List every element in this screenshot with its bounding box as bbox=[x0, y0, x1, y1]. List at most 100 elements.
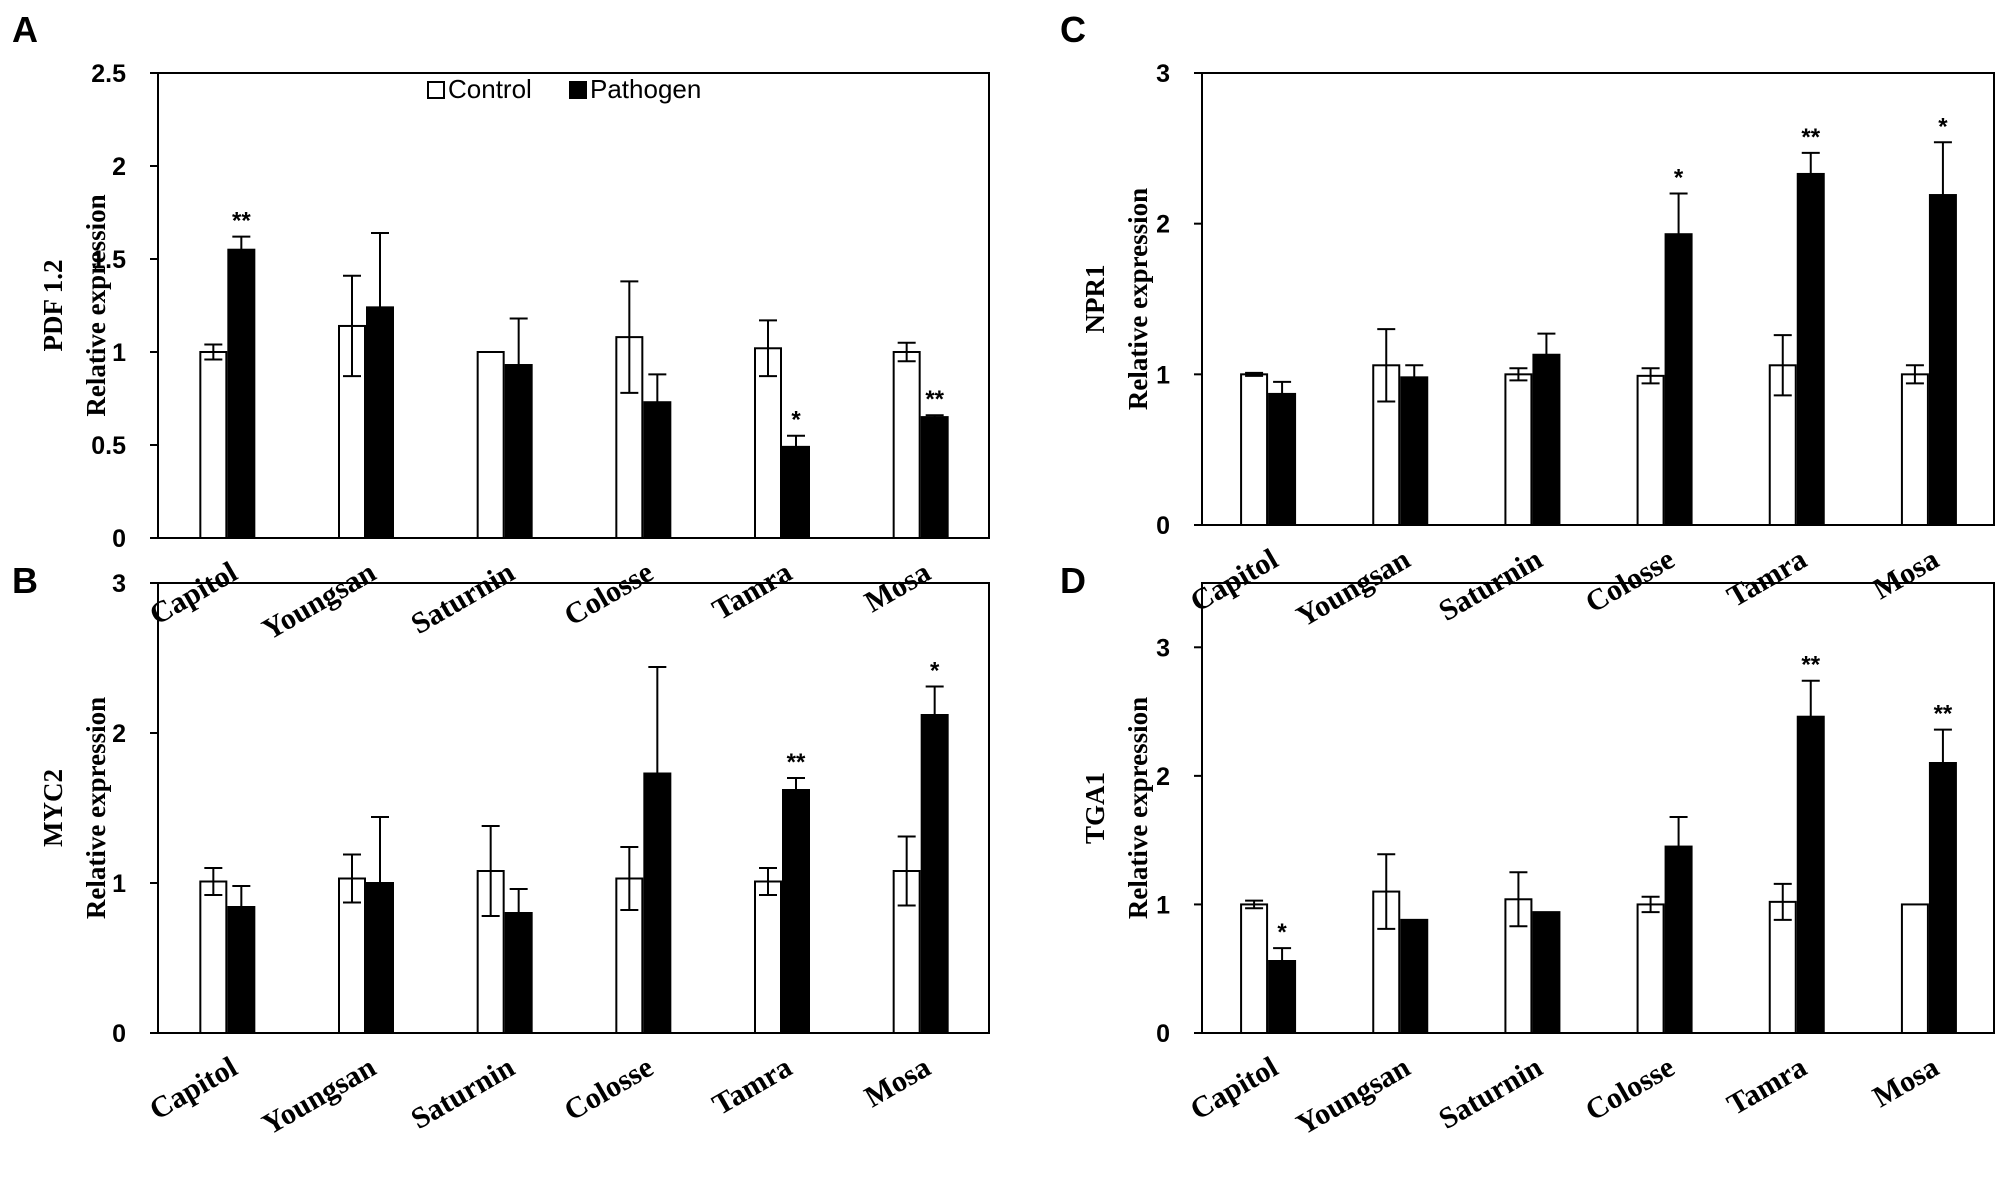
category-group-colosse: * Colosse bbox=[1580, 165, 1693, 619]
x-category-label: Mosa bbox=[1867, 542, 1944, 606]
bar-pathogen bbox=[920, 714, 949, 1034]
x-category-label: Youngsan bbox=[1291, 542, 1416, 633]
x-category-label: Mosa bbox=[859, 555, 936, 619]
y-axis-label: Relative expression bbox=[1123, 697, 1153, 919]
bar-pathogen bbox=[1268, 960, 1297, 1034]
category-group-youngsan: Youngsan bbox=[1291, 853, 1429, 1142]
bar-control bbox=[754, 880, 782, 1034]
category-group-mosa: ** Mosa bbox=[859, 341, 949, 619]
bar-control bbox=[199, 880, 228, 1034]
legend-label-pathogen: Pathogen bbox=[590, 74, 701, 104]
bar-pathogen bbox=[643, 772, 672, 1034]
x-category-label: Youngsan bbox=[1291, 1050, 1416, 1141]
legend-label-control: Control bbox=[448, 74, 532, 104]
category-group-capitol: Capitol bbox=[144, 867, 256, 1127]
category-group-colosse: Colosse bbox=[559, 666, 672, 1127]
x-category-label: Colosse bbox=[559, 555, 659, 632]
bar-pathogen bbox=[1664, 845, 1693, 1034]
x-category-label: Colosse bbox=[559, 1050, 659, 1127]
y-tick-label: 3 bbox=[1156, 634, 1170, 662]
bar-pathogen bbox=[504, 912, 533, 1034]
significance-marker: ** bbox=[1934, 701, 1953, 728]
category-group-mosa: * Mosa bbox=[859, 658, 949, 1114]
significance-marker: ** bbox=[925, 386, 944, 413]
category-group-saturnin: Saturnin bbox=[405, 825, 533, 1136]
category-group-saturnin: Saturnin bbox=[1433, 871, 1561, 1136]
category-group-youngsan: Youngsan bbox=[1291, 328, 1429, 634]
y-tick-label: 2.5 bbox=[91, 60, 126, 88]
plot-frame bbox=[157, 582, 990, 1034]
x-category-label: Saturnin bbox=[1433, 1050, 1548, 1135]
x-category-label: Mosa bbox=[859, 1050, 936, 1114]
x-category-label: Saturnin bbox=[405, 555, 520, 640]
bar-control bbox=[1900, 903, 1929, 1035]
bar-pathogen bbox=[1532, 911, 1561, 1035]
y-tick-label: 1.5 bbox=[91, 246, 126, 274]
chart-panel-a: A 0 0.5 1 1.5 2 2.5 PDF 1.2 Relative expression *… bbox=[12, 9, 990, 647]
legend: Control Pathogen bbox=[427, 74, 701, 104]
panel-letter: A bbox=[12, 9, 38, 50]
y-axis-gene-label: NPR1 bbox=[1080, 265, 1110, 334]
category-group-colosse: Colosse bbox=[1580, 816, 1693, 1127]
bar-pathogen bbox=[227, 248, 256, 539]
category-group-saturnin: Saturnin bbox=[405, 317, 533, 641]
bar-pathogen bbox=[1796, 172, 1825, 527]
x-category-label: Tamra bbox=[1722, 1050, 1813, 1121]
y-tick-label: 2 bbox=[1156, 211, 1170, 239]
y-tick-label: 0.5 bbox=[91, 432, 126, 460]
y-tick-label: 0 bbox=[112, 1020, 126, 1048]
y-tick-label: 2 bbox=[112, 720, 126, 748]
y-tick-label: 3 bbox=[1156, 60, 1170, 88]
x-category-label: Youngsan bbox=[257, 1050, 382, 1141]
x-category-label: Youngsan bbox=[257, 555, 382, 646]
y-tick-label: 0 bbox=[1156, 512, 1170, 540]
bar-pathogen bbox=[782, 789, 810, 1034]
bar-pathogen bbox=[1796, 715, 1825, 1034]
bar-control bbox=[1900, 373, 1929, 527]
category-group-mosa: * Mosa bbox=[1867, 113, 1957, 606]
bar-control bbox=[199, 351, 228, 539]
chart-panel-b: B 0 1 2 3 MYC2 Relative expression Capitol Young… bbox=[12, 560, 990, 1142]
y-tick-label: 2 bbox=[1156, 763, 1170, 791]
y-tick-label: 1 bbox=[112, 870, 126, 898]
chart-panel-d: D 0 1 2 3 TGA1 Relative expression * Capitol Youn… bbox=[1060, 560, 1995, 1142]
category-group-tamra: ** Tamra bbox=[1722, 652, 1825, 1122]
bar-pathogen bbox=[1532, 353, 1561, 526]
x-category-label: Saturnin bbox=[405, 1050, 520, 1135]
x-category-label: Tamra bbox=[707, 555, 798, 626]
panel-letter: D bbox=[1060, 560, 1086, 601]
chart-panel-c: C 0 1 2 3 NPR1 Relative expression Capitol Young… bbox=[1060, 9, 1995, 634]
x-category-label: Mosa bbox=[1867, 1050, 1944, 1114]
bar-control bbox=[1636, 374, 1665, 526]
significance-marker: * bbox=[1938, 113, 1948, 140]
significance-marker: * bbox=[791, 407, 801, 434]
x-category-label: Capitol bbox=[1185, 542, 1284, 618]
bar-pathogen bbox=[1400, 376, 1429, 527]
category-group-youngsan: Youngsan bbox=[257, 231, 394, 647]
bar-pathogen bbox=[920, 416, 949, 540]
y-axis-gene-label: TGA1 bbox=[1080, 772, 1110, 844]
bar-pathogen bbox=[366, 306, 394, 539]
bar-pathogen bbox=[1664, 233, 1693, 526]
category-group-colosse: Colosse bbox=[559, 280, 672, 632]
y-axis-label: Relative expression bbox=[81, 194, 111, 416]
bar-pathogen bbox=[1928, 194, 1957, 526]
panel-letter: B bbox=[12, 560, 38, 601]
legend-swatch-pathogen bbox=[569, 81, 587, 99]
bar-control bbox=[754, 347, 782, 539]
category-group-youngsan: Youngsan bbox=[257, 816, 394, 1142]
significance-marker: ** bbox=[1801, 124, 1820, 151]
bar-control bbox=[1504, 373, 1533, 527]
y-tick-label: 1 bbox=[1156, 361, 1170, 389]
legend-swatch-control bbox=[427, 81, 445, 99]
significance-marker: * bbox=[1277, 919, 1287, 946]
category-group-capitol: **Capitol bbox=[144, 208, 256, 632]
bar-pathogen bbox=[1268, 392, 1297, 527]
plot-frame bbox=[157, 72, 990, 539]
bar-control bbox=[892, 351, 921, 539]
y-tick-label: 3 bbox=[112, 570, 126, 598]
bar-control bbox=[1768, 900, 1797, 1034]
bar-control bbox=[1240, 903, 1269, 1035]
significance-marker: ** bbox=[787, 749, 806, 776]
